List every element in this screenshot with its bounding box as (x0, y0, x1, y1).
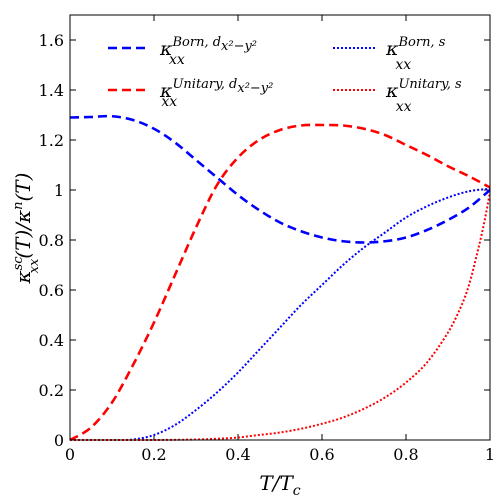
y-tick-label: 0.6 (39, 281, 64, 300)
y-axis-label: κscxx(T)/κn(T) (11, 173, 42, 285)
series-born-d-line (69, 114, 491, 244)
x-tick-label: 0.8 (393, 445, 418, 464)
series-unitary-s-line (70, 192, 491, 442)
y-tick-label: 1.2 (39, 131, 64, 150)
x-tick-label: 0.2 (141, 445, 166, 464)
y-tick-label: 0.8 (39, 231, 64, 250)
y-tick-label: 1.6 (39, 31, 64, 50)
series-layer (69, 114, 491, 442)
y-tick-label: 0 (54, 431, 64, 450)
y-tick-label: 0.4 (39, 331, 64, 350)
plot-background (70, 15, 490, 440)
y-tick-label: 1 (54, 181, 64, 200)
plot-frame (69, 14, 491, 441)
x-tick-label: 0 (65, 445, 75, 464)
y-tick-label: 1.4 (39, 81, 64, 100)
x-tick-label: 0.6 (309, 445, 334, 464)
x-tick-label: 1 (485, 445, 495, 464)
y-tick-label: 0.2 (39, 381, 64, 400)
x-tick-label: 0.4 (225, 445, 250, 464)
series-born-s-line (70, 187, 491, 442)
x-axis-label: T/Tc (259, 471, 300, 499)
series-unitary-d-line (69, 123, 491, 442)
